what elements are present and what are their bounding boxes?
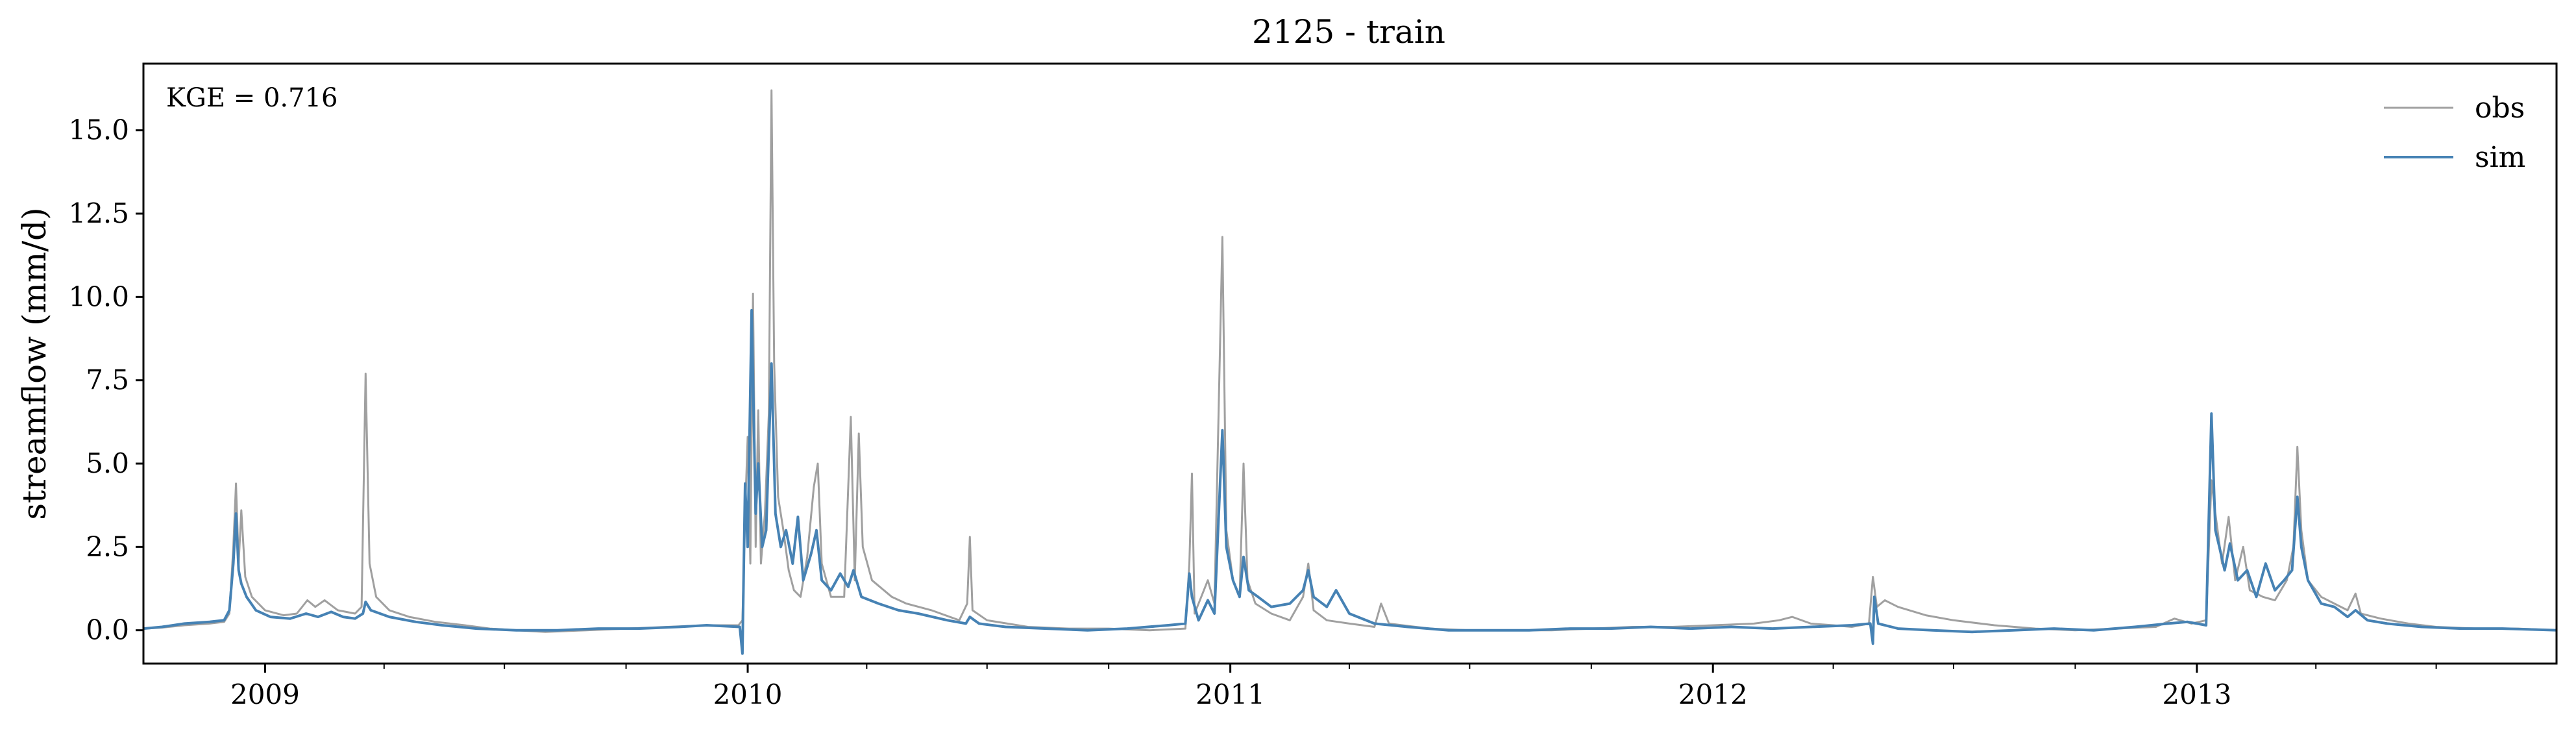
axes: 0.0 2.5 5.0 7.5 10.0 12.5 15.0 2009 2010 2011 2012… bbox=[68, 114, 2437, 710]
y-tick-label: 10.0 bbox=[68, 280, 129, 312]
x-tick-label: 2010 bbox=[713, 679, 783, 710]
legend-label-sim: sim bbox=[2475, 141, 2525, 174]
y-tick-label: 2.5 bbox=[86, 530, 129, 562]
legend: obs sim bbox=[2384, 92, 2525, 174]
series-line-obs bbox=[143, 89, 2557, 633]
plot-frame bbox=[142, 62, 2558, 665]
y-tick-label: 0.0 bbox=[86, 614, 129, 646]
kge-annotation: KGE = 0.716 bbox=[166, 83, 338, 113]
plot-area bbox=[143, 89, 2557, 655]
y-tick-label: 12.5 bbox=[68, 197, 129, 229]
y-tick-label: 7.5 bbox=[86, 364, 129, 396]
y-tick-label: 15.0 bbox=[68, 114, 129, 146]
series-line-sim bbox=[143, 308, 2557, 655]
y-axis-label: streamflow (mm/d) bbox=[16, 207, 53, 519]
x-tick-label: 2009 bbox=[230, 679, 300, 710]
legend-label-obs: obs bbox=[2475, 92, 2525, 125]
x-tick-label: 2011 bbox=[1196, 679, 1265, 710]
x-tick-label: 2013 bbox=[2162, 679, 2231, 710]
x-tick-label: 2012 bbox=[1678, 679, 1748, 710]
chart-title: 2125 - train bbox=[1252, 13, 1445, 51]
y-tick-label: 5.0 bbox=[86, 447, 129, 479]
